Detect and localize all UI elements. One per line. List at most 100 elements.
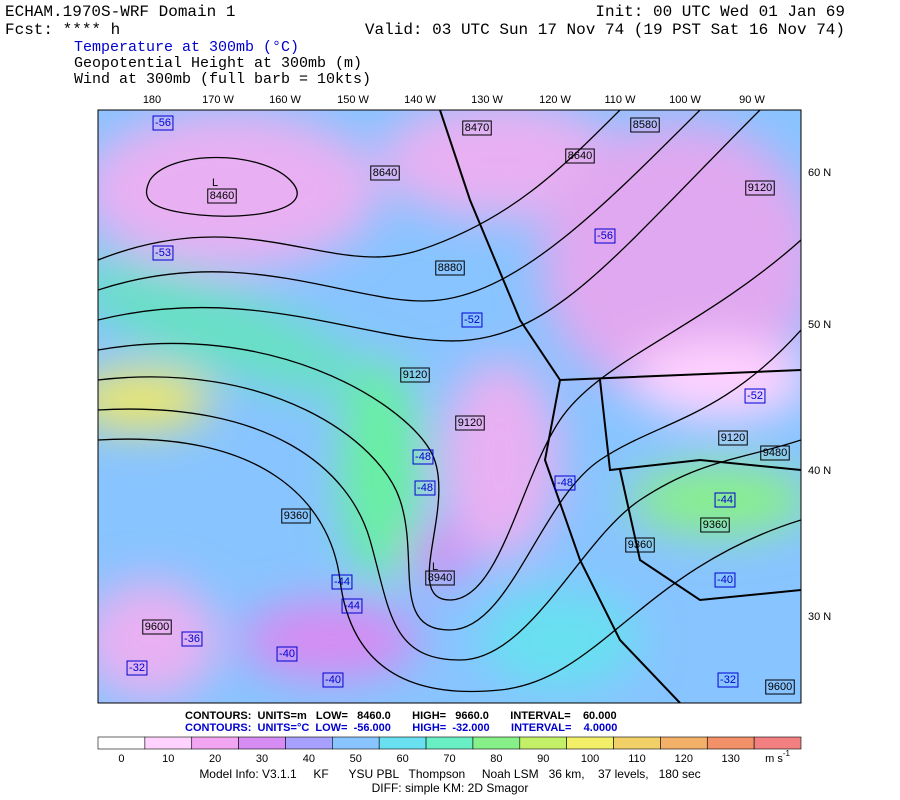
color-box — [425, 736, 474, 750]
temp-label: -52 — [461, 312, 483, 328]
temp-label-box — [412, 449, 434, 465]
temp-label-box — [181, 631, 203, 647]
height-label-text: 8640 — [373, 167, 397, 179]
height-label: 9360 — [700, 517, 730, 533]
temp-label-text: -52 — [747, 390, 763, 402]
colorbar-tick-label: 40 — [303, 753, 315, 765]
height-label-box — [630, 117, 660, 133]
height-label-text: 8460 — [210, 190, 234, 202]
height-label-text: 8580 — [633, 119, 657, 131]
colorbar-tick-label: 60 — [397, 753, 409, 765]
temp-label-text: -44 — [334, 576, 350, 588]
temp-label-box — [744, 388, 766, 404]
temp-label: -48 — [554, 475, 576, 491]
header-left: ECHAM.1970S-WRF Domain 1 — [5, 3, 235, 21]
field-name: Wind at 300mb (full barb = 10kts) — [74, 71, 371, 88]
height-label-box — [400, 367, 430, 383]
lon-label: 130 W — [471, 94, 503, 106]
contour-info: CONTOURS: UNITS=m LOW= 8460.0 HIGH= 9660… — [185, 710, 617, 722]
lon-label: 170 W — [202, 94, 234, 106]
height-label: 9480 — [760, 445, 790, 461]
field — [98, 110, 801, 703]
lon-label: 120 W — [539, 94, 571, 106]
height-label: 8460 — [207, 188, 237, 204]
lon-label: 160 W — [269, 94, 301, 106]
temp-label: -44 — [331, 574, 353, 590]
header-right: Init: 00 UTC Wed 01 Jan 69 — [595, 3, 845, 21]
color-box — [660, 736, 708, 750]
temp-label-text: -48 — [417, 482, 433, 494]
height-label-box — [765, 679, 795, 695]
height-label: 8640 — [370, 165, 400, 181]
temp-label-text: -48 — [557, 477, 573, 489]
temp-label-text: -40 — [717, 574, 733, 586]
colorbar-tick-label: 0 — [118, 753, 124, 765]
temp-label: -36 — [181, 631, 203, 647]
height-label-box — [370, 165, 400, 181]
height-label: 9600 — [142, 619, 172, 635]
height-label-text: 8880 — [438, 262, 462, 274]
lon-label: 90 W — [739, 94, 765, 106]
height-label: 9120 — [400, 367, 430, 383]
height-label-text: 9600 — [768, 681, 792, 693]
lon-label: 140 W — [404, 94, 436, 106]
footer-line: Model Info: V3.1.1 KF YSU PBL Thompson N… — [199, 767, 700, 781]
temp-label-box — [276, 646, 298, 662]
temp-label-box — [594, 228, 616, 244]
temp-label-text: -40 — [279, 648, 295, 660]
temp-label-text: -52 — [464, 314, 480, 326]
temp-label-text: -32 — [720, 674, 736, 686]
colorbar-tick-label: 50 — [350, 753, 362, 765]
field-name: Geopotential Height at 300mb (m) — [74, 55, 362, 72]
height-label-text: 8940 — [428, 572, 452, 584]
temp-label-box — [341, 598, 363, 614]
height-label-box — [207, 188, 237, 204]
color-box — [753, 736, 802, 750]
lon-label: 150 W — [337, 94, 369, 106]
temp-label: -56 — [594, 228, 616, 244]
temp-label: -32 — [126, 660, 148, 676]
color-box — [706, 736, 755, 750]
height-label-text: 9360 — [284, 510, 308, 522]
height-label: 8580 — [630, 117, 660, 133]
colorbar-tick-label: 130 — [722, 753, 740, 765]
color-box — [613, 736, 661, 750]
header-right: Valid: 03 UTC Sun 17 Nov 74 (19 PST Sat … — [365, 21, 845, 39]
height-label-text: 8470 — [465, 122, 489, 134]
units-exponent: -1 — [783, 749, 791, 758]
temp-label-text: -56 — [155, 117, 171, 129]
colorbar-tick-label: 110 — [628, 753, 646, 765]
temp-label: -53 — [152, 245, 174, 261]
height-label-text: 9600 — [145, 621, 169, 633]
temp-label: -40 — [714, 572, 736, 588]
temp-label: -48 — [412, 449, 434, 465]
lat-label: 60 N — [808, 167, 831, 179]
color-box — [285, 736, 333, 750]
temp-label-box — [152, 115, 174, 131]
map-frame — [97, 109, 802, 704]
temp-label: -48 — [414, 480, 436, 496]
height-label: 9360 — [281, 508, 311, 524]
height-label-box — [718, 430, 748, 446]
units: m s — [765, 753, 783, 765]
low-marker: L — [432, 561, 438, 573]
temp-label-box — [331, 574, 353, 590]
colorbar-tick-label: 120 — [675, 753, 693, 765]
height-label-box — [745, 180, 775, 196]
temp-label: -32 — [717, 672, 739, 688]
colorbar-tick-label: 30 — [256, 753, 268, 765]
color-box — [191, 736, 239, 750]
height-label: 9360 — [625, 537, 655, 553]
temp-label: -40 — [322, 672, 344, 688]
temp-label-text: -32 — [129, 662, 145, 674]
height-label: 8640 — [565, 148, 595, 164]
height-label-text: 9120 — [748, 182, 772, 194]
colorbar-tick-label: 70 — [443, 753, 455, 765]
height-label-text: 9120 — [403, 369, 427, 381]
field-name: Temperature at 300mb (°C) — [74, 39, 299, 56]
height-label-box — [625, 537, 655, 553]
temp-label-box — [714, 572, 736, 588]
color-box — [144, 736, 193, 750]
